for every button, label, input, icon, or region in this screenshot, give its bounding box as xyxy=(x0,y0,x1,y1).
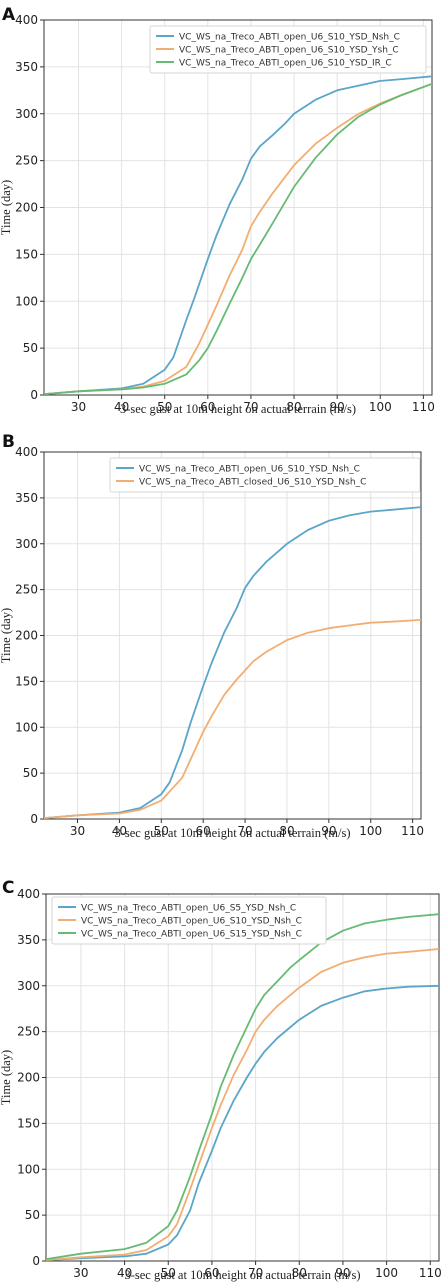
grid xyxy=(46,893,439,1262)
legend-label-1: VC_WS_na_Treco_ABTI_open_U6_S5_YSD_Nsh_C xyxy=(81,904,296,914)
y-tick-label: 250 xyxy=(17,1025,40,1039)
y-tick-label: 250 xyxy=(15,154,38,168)
x-tick-label: 30 xyxy=(71,400,86,414)
y-tick-label: 350 xyxy=(17,933,40,947)
grid xyxy=(44,19,432,396)
series-group xyxy=(46,913,439,1261)
series-line-2 xyxy=(44,619,421,819)
y-tick-label: 0 xyxy=(30,388,38,402)
series-line-2 xyxy=(46,948,439,1261)
series-line-3 xyxy=(46,913,439,1261)
legend-label-3: VC_WS_na_Treco_ABTI_open_U6_S10_YSD_IR_C xyxy=(179,59,392,69)
y-tick-label: 400 xyxy=(15,13,38,27)
legend-label-2: VC_WS_na_Treco_ABTI_open_U6_S10_YSD_Ysh_… xyxy=(179,46,399,56)
panel-label: B xyxy=(2,432,15,452)
x-tick-label: 40 xyxy=(112,824,127,838)
legend-label-1: VC_WS_na_Treco_ABTI_open_U6_S10_YSD_Nsh_… xyxy=(139,465,360,475)
chart-panel-A: A 30 40 50 60 70 80 90 100 110 0 50 100 150 200 250 300 3… xyxy=(0,5,435,416)
x-tick-label: 110 xyxy=(419,1266,442,1280)
legend-box xyxy=(51,896,327,945)
series-line-1 xyxy=(46,984,439,1261)
x-tick-label: 30 xyxy=(70,824,85,838)
x-tick-label: 90 xyxy=(321,824,336,838)
x-tick-label: 100 xyxy=(359,824,382,838)
y-axis-label: Time (day) xyxy=(0,608,13,663)
y-tick-label: 200 xyxy=(17,1071,40,1085)
y-tick-label: 300 xyxy=(15,537,38,551)
series-line-1 xyxy=(44,506,421,819)
y-tick-label: 350 xyxy=(15,491,38,505)
x-tick-label: 60 xyxy=(196,824,211,838)
x-tick-label: 90 xyxy=(330,400,345,414)
series-group xyxy=(44,506,421,819)
legend-box xyxy=(109,457,421,493)
series-line-1 xyxy=(44,75,432,395)
x-tick-label: 60 xyxy=(204,1266,219,1280)
x-tick-label: 90 xyxy=(335,1266,350,1280)
legend: VC_WS_na_Treco_ABTI_open_U6_S10_YSD_Nsh_… xyxy=(109,457,421,493)
x-tick-label: 70 xyxy=(243,400,258,414)
series-group xyxy=(44,75,432,395)
y-tick-label: 300 xyxy=(17,979,40,993)
y-tick-label: 0 xyxy=(32,1254,40,1268)
legend-label-2: VC_WS_na_Treco_ABTI_closed_U6_S10_YSD_Ns… xyxy=(139,478,366,488)
chart-panel-C: C 30 40 50 60 70 80 90 100 110 0 50 100 150 200 250 300 3… xyxy=(0,878,442,1282)
y-tick-label: 250 xyxy=(15,583,38,597)
x-tick-label: 70 xyxy=(248,1266,263,1280)
x-tick-label: 60 xyxy=(200,400,215,414)
y-tick-label: 150 xyxy=(17,1116,40,1130)
y-axis-label: Time (day) xyxy=(0,180,13,235)
legend-label-3: VC_WS_na_Treco_ABTI_open_U6_S15_YSD_Nsh_… xyxy=(81,930,302,940)
y-tick-label: 0 xyxy=(30,812,38,826)
panel-label: C xyxy=(2,878,14,898)
y-tick-label: 50 xyxy=(25,1208,40,1222)
chart-panel-B: B 30 40 50 60 70 80 90 100 110 0 50 100 150 200 250 300 3… xyxy=(0,432,424,840)
series-line-2 xyxy=(44,82,432,395)
x-axis-label: 3-sec gust at 10m height on actual terra… xyxy=(120,402,356,416)
series-line-3 xyxy=(44,82,432,395)
legend: VC_WS_na_Treco_ABTI_open_U6_S10_YSD_Nsh_… xyxy=(149,25,427,74)
y-tick-label: 200 xyxy=(15,201,38,215)
grid xyxy=(44,451,421,820)
x-tick-label: 70 xyxy=(237,824,252,838)
y-tick-label: 100 xyxy=(15,294,38,308)
x-axis-label: 3-sec gust at 10m height on actual terra… xyxy=(124,1268,360,1282)
x-tick-label: 110 xyxy=(401,824,424,838)
y-tick-label: 300 xyxy=(15,107,38,121)
x-tick-label: 30 xyxy=(73,1266,88,1280)
legend-label-2: VC_WS_na_Treco_ABTI_open_U6_S10_YSD_Nsh_… xyxy=(81,917,302,927)
legend: VC_WS_na_Treco_ABTI_open_U6_S5_YSD_Nsh_C… xyxy=(51,896,327,945)
y-tick-label: 400 xyxy=(17,887,40,901)
x-tick-label: 80 xyxy=(292,1266,307,1280)
x-tick-label: 40 xyxy=(114,400,129,414)
x-tick-label: 50 xyxy=(157,400,172,414)
x-tick-label: 50 xyxy=(154,824,169,838)
x-tick-label: 80 xyxy=(286,400,301,414)
y-tick-label: 50 xyxy=(23,766,38,780)
x-tick-label: 50 xyxy=(161,1266,176,1280)
y-tick-label: 400 xyxy=(15,445,38,459)
y-tick-label: 100 xyxy=(15,720,38,734)
y-tick-label: 150 xyxy=(15,247,38,261)
panel-label: A xyxy=(2,5,16,25)
y-tick-label: 100 xyxy=(17,1162,40,1176)
legend-label-1: VC_WS_na_Treco_ABTI_open_U6_S10_YSD_Nsh_… xyxy=(179,33,400,43)
x-tick-label: 80 xyxy=(279,824,294,838)
legend-box xyxy=(149,25,427,74)
y-tick-label: 50 xyxy=(23,341,38,355)
x-tick-label: 110 xyxy=(412,400,435,414)
x-tick-label: 100 xyxy=(369,400,392,414)
y-tick-label: 150 xyxy=(15,674,38,688)
y-tick-label: 350 xyxy=(15,60,38,74)
x-tick-label: 100 xyxy=(375,1266,398,1280)
y-tick-label: 200 xyxy=(15,629,38,643)
x-tick-label: 40 xyxy=(117,1266,132,1280)
x-axis-label: 3-sec gust at 10m height on actual terra… xyxy=(114,826,350,840)
y-axis-label: Time (day) xyxy=(0,1050,13,1105)
